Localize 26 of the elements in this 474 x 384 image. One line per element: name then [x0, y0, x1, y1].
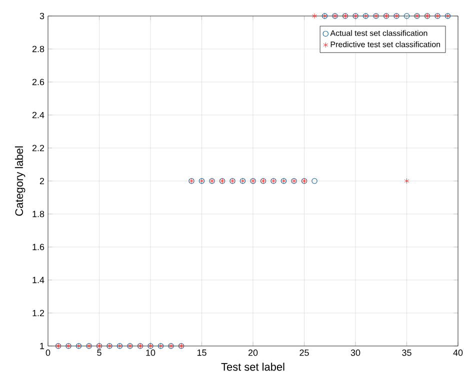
y-tick-label: 2 — [40, 178, 44, 184]
y-tick-label: 1.4 — [32, 276, 44, 284]
y-tick-label: 3 — [40, 12, 44, 20]
y-tick-label: 1 — [40, 342, 44, 350]
x-tick-label: 5 — [97, 350, 102, 356]
x-axis-title: Test set label — [221, 362, 284, 371]
x-tick-label: 35 — [402, 350, 412, 356]
x-tick-label: 30 — [350, 350, 360, 356]
point — [312, 13, 317, 19]
y-tick-label: 2.2 — [32, 144, 44, 152]
y-tick-label: 2.8 — [32, 46, 44, 52]
x-tick-label: 0 — [46, 350, 50, 356]
point — [312, 178, 318, 184]
point — [404, 13, 410, 19]
y-tick-label: 1.6 — [32, 244, 44, 250]
y-tick-label: 1.2 — [32, 310, 44, 316]
y-tick-label: 1.8 — [32, 210, 44, 218]
x-tick-label: 25 — [300, 350, 309, 356]
y-axis-title: Category label — [14, 146, 26, 216]
point — [404, 178, 410, 184]
x-tick-label: 40 — [453, 350, 463, 356]
x-tick-label: 15 — [197, 350, 206, 356]
x-tick-label: 20 — [248, 350, 258, 356]
x-tick-label: 10 — [146, 350, 156, 356]
y-tick-label: 2.6 — [32, 78, 44, 86]
y-tick-label: 2.4 — [32, 112, 44, 118]
